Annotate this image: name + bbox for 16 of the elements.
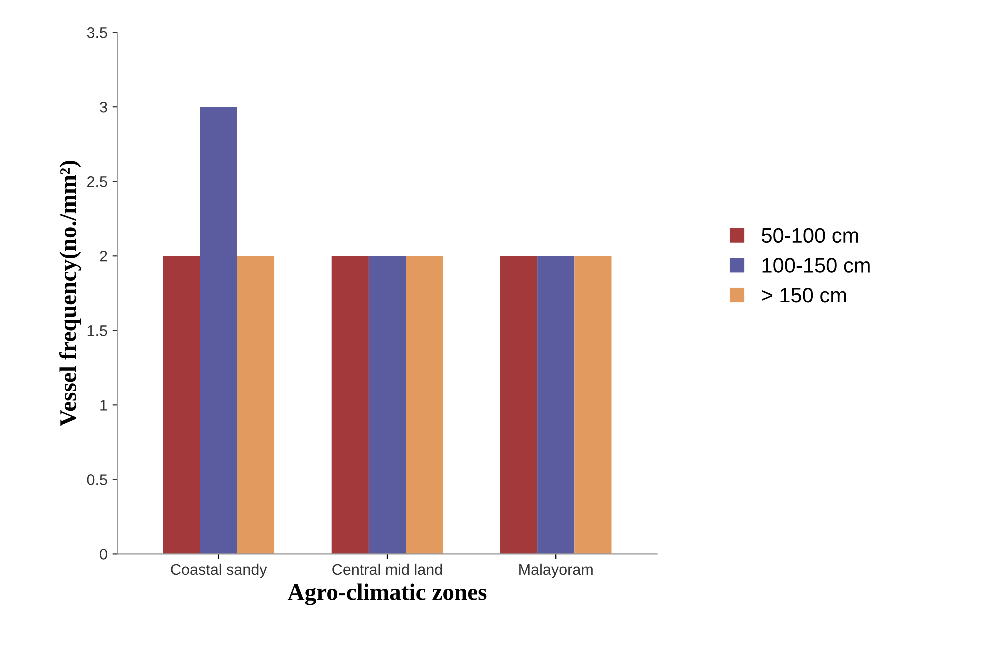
y-tick-label: 0 bbox=[100, 549, 108, 560]
legend-label: > 150 cm bbox=[762, 288, 846, 303]
y-tick-label: 1.5 bbox=[88, 326, 108, 336]
y-tick-label: 3.5 bbox=[87, 27, 108, 38]
y-tick-label: 0.5 bbox=[87, 474, 108, 486]
legend-label: 50-100 cm bbox=[762, 228, 858, 244]
y-tick-label: 3 bbox=[100, 102, 108, 113]
legend-label: 100-150 cm bbox=[762, 258, 870, 273]
y-tick-label: 1 bbox=[100, 400, 108, 411]
x-axis-title: Agro-climatic zones bbox=[288, 584, 487, 606]
x-tick-label: Malayoram bbox=[520, 564, 593, 578]
x-tick-label: Central mid land bbox=[332, 564, 442, 576]
y-axis-title: Vessel frequency(no./mm²) bbox=[59, 161, 82, 427]
y-tick-label: 2 bbox=[100, 251, 108, 262]
y-tick-label: 2.5 bbox=[88, 176, 108, 188]
x-tick-label: Coastal sandy bbox=[171, 564, 268, 578]
